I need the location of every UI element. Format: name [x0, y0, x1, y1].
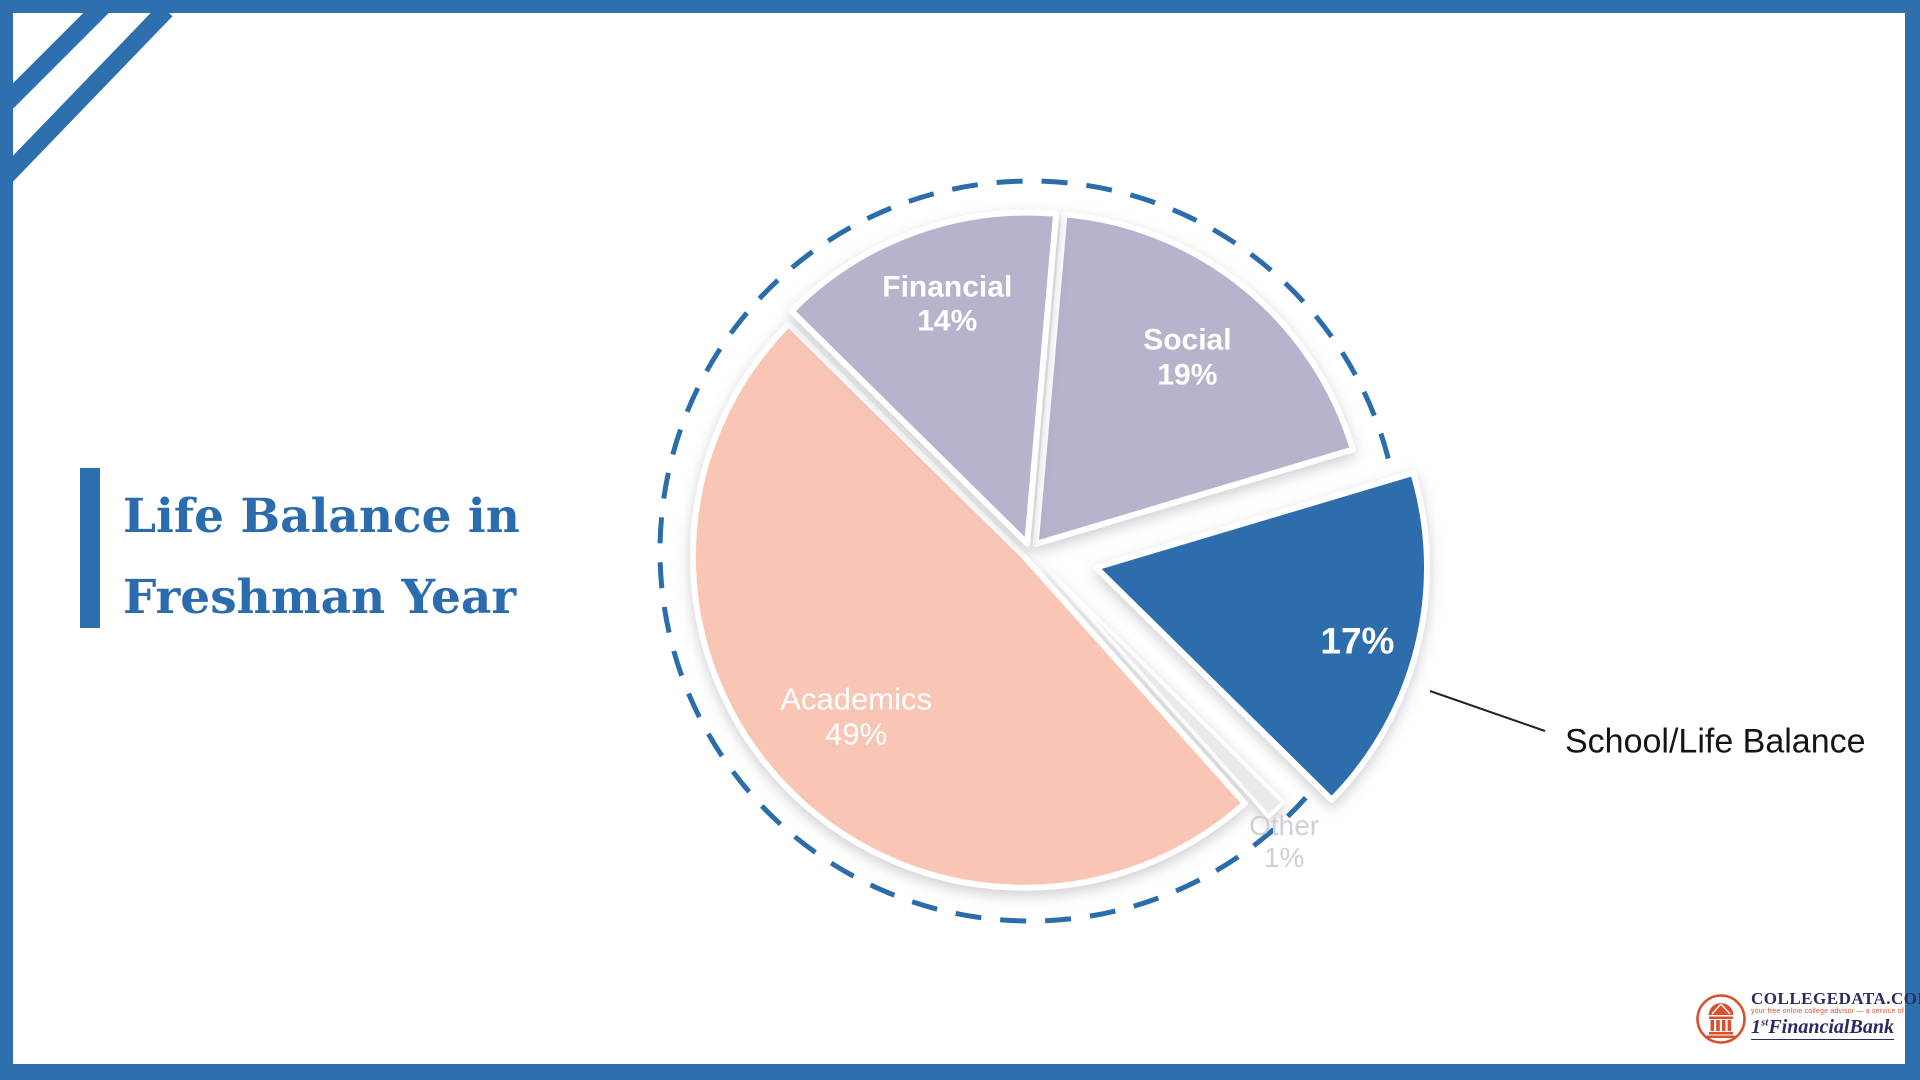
pie-slice-social [1032, 211, 1356, 547]
bank-icon [1696, 994, 1746, 1044]
logo-tagline: your free online college advisor — a ser… [1751, 1007, 1904, 1015]
slide-title: Life Balance in Freshman Year [123, 476, 643, 638]
pie-slice-financial [788, 209, 1060, 547]
frame-bottom-border [0, 1064, 1920, 1080]
logo-bank-pre: 1 [1751, 1016, 1761, 1039]
logo: COLLEGEDATA.COM your free online college… [1695, 988, 1920, 1050]
logo-bank-name: 1stFinancialBank [1751, 1016, 1894, 1041]
frame-left-border [0, 0, 13, 1080]
slide-title-line2: Freshman Year [123, 570, 517, 625]
logo-brand: COLLEGEDATA.COM [1751, 988, 1920, 1008]
callout-label: School/Life Balance [1565, 722, 1866, 761]
logo-text: COLLEGEDATA.COM your free online college… [1751, 990, 1920, 1049]
corner-diagonal-stripes-decor [0, 0, 173, 185]
title-accent-bar [80, 468, 100, 628]
logo-bank-sup: st [1761, 1016, 1769, 1029]
frame-right-border [1905, 0, 1920, 1080]
slide-title-line1: Life Balance in [123, 489, 520, 544]
pie-slice-school-life-balance [1093, 469, 1430, 803]
pie-slice-other [1045, 567, 1286, 819]
pie-slice-academics [689, 321, 1248, 891]
callout-leader-line [1429, 690, 1546, 732]
logo-bank-main: FinancialBank [1768, 1016, 1894, 1039]
frame-top-border [0, 0, 1920, 13]
